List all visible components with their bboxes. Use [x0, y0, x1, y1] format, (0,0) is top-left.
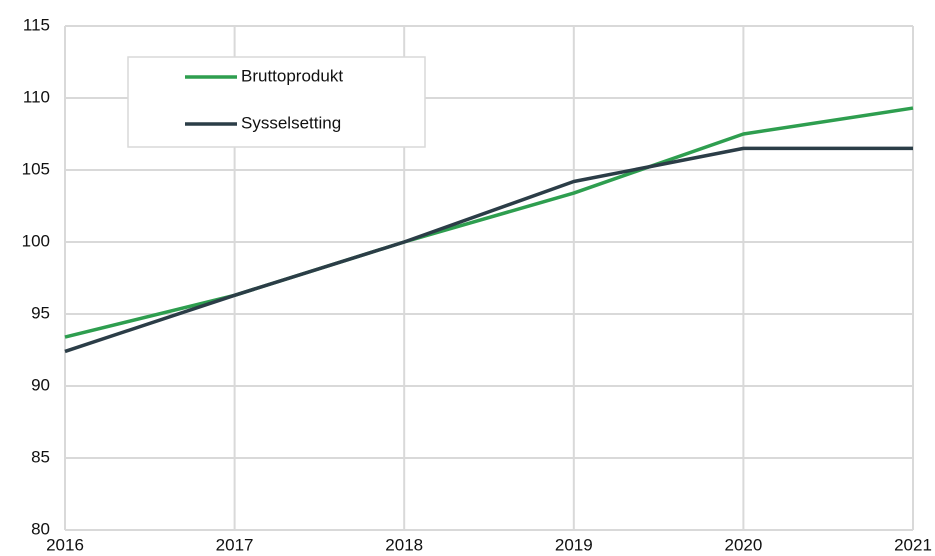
x-tick-label: 2021	[894, 535, 932, 554]
x-tick-label: 2017	[216, 535, 254, 554]
x-tick-label: 2016	[46, 535, 84, 554]
legend-label: Sysselsetting	[241, 113, 341, 132]
y-tick-label: 80	[31, 519, 50, 538]
y-tick-label: 85	[31, 447, 50, 466]
y-tick-label: 90	[31, 375, 50, 394]
legend-label: Bruttoprodukt	[241, 66, 343, 85]
y-tick-label: 100	[22, 231, 50, 250]
x-tick-label: 2020	[724, 535, 762, 554]
y-tick-label: 105	[22, 159, 50, 178]
series-line	[64, 106, 914, 339]
legend-box	[127, 56, 426, 148]
x-tick-label: 2018	[385, 535, 423, 554]
y-tick-label: 95	[31, 303, 50, 322]
x-tick-label: 2019	[555, 535, 593, 554]
y-tick-label: 110	[23, 87, 50, 106]
series-line	[64, 146, 913, 354]
y-tick-label: 115	[23, 15, 50, 34]
